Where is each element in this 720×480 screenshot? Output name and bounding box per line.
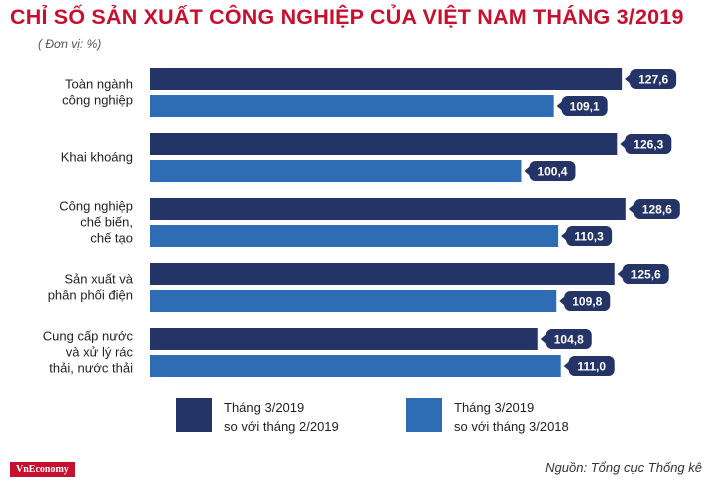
bar <box>150 133 618 155</box>
legend-label-line2: so với tháng 2/2019 <box>224 419 339 434</box>
data-label-box <box>564 291 611 311</box>
data-label: 127,6 <box>638 73 668 87</box>
data-label-box <box>561 96 608 116</box>
data-label-box <box>633 199 680 219</box>
bar <box>150 198 626 220</box>
data-label-box <box>568 356 615 376</box>
legend-item-series-1: Tháng 3/2019 so với tháng 2/2019 <box>176 398 339 436</box>
category-label: Khai khoáng <box>61 150 133 165</box>
data-label: 104,8 <box>554 333 584 347</box>
bar <box>150 290 557 312</box>
data-label-box <box>622 264 669 284</box>
category-label: Công nghiệp <box>59 199 133 214</box>
legend-swatch-series-2 <box>406 398 442 432</box>
category-label: Cung cấp nước <box>43 329 134 344</box>
legend-item-series-2: Tháng 3/2019 so với tháng 3/2018 <box>406 398 569 436</box>
source-note: Nguồn: Tổng cục Thống kê <box>545 460 702 475</box>
bar <box>150 95 554 117</box>
category-label: phân phối điện <box>48 288 133 303</box>
bar <box>150 263 615 285</box>
data-label: 128,6 <box>642 203 672 217</box>
bar <box>150 160 522 182</box>
brand-logo: VnEconomy <box>10 462 75 477</box>
data-label-box <box>529 161 576 181</box>
legend-label-line1: Tháng 3/2019 <box>454 400 535 415</box>
bar <box>150 68 623 90</box>
category-label: chế tạo <box>90 231 133 246</box>
bar <box>150 328 538 350</box>
data-label: 110,3 <box>574 230 604 244</box>
data-label: 109,8 <box>572 295 602 309</box>
category-label: thải, nước thải <box>49 361 133 376</box>
data-label-box <box>625 134 672 154</box>
chart-title: CHỈ SỐ SẢN XUẤT CÔNG NGHIỆP CỦA VIỆT NAM… <box>10 5 684 29</box>
data-label-box <box>545 329 592 349</box>
data-label: 100,4 <box>537 165 567 179</box>
legend-label-line1: Tháng 3/2019 <box>224 400 305 415</box>
unit-note: ( Đơn vị: %) <box>38 37 102 51</box>
data-label-box <box>566 226 613 246</box>
legend-swatch-series-1 <box>176 398 212 432</box>
legend-label-line2: so với tháng 3/2018 <box>454 419 569 434</box>
data-label-box <box>630 69 677 89</box>
category-label: công nghiệp <box>62 93 133 108</box>
category-label: và xử lý rác <box>66 345 134 360</box>
data-label: 111,0 <box>577 360 606 374</box>
data-label: 109,1 <box>570 100 600 114</box>
data-label: 126,3 <box>633 138 663 152</box>
bar <box>150 225 559 247</box>
category-label: Toàn ngành <box>65 77 133 92</box>
category-label: Sản xuất và <box>64 272 133 287</box>
bar <box>150 355 561 377</box>
category-label: chế biến, <box>80 215 133 230</box>
data-label: 125,6 <box>631 268 661 282</box>
